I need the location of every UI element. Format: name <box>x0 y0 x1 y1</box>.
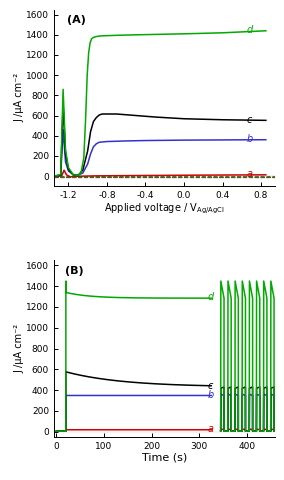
Text: (A): (A) <box>67 15 86 25</box>
Text: d: d <box>208 292 214 302</box>
Text: a: a <box>247 168 252 179</box>
X-axis label: Time (s): Time (s) <box>142 452 187 462</box>
Text: b: b <box>247 134 253 144</box>
Y-axis label: J /μA cm⁻²: J /μA cm⁻² <box>15 324 25 373</box>
Text: a: a <box>208 424 214 434</box>
Text: b: b <box>208 390 214 400</box>
Text: c: c <box>208 382 213 391</box>
Text: c: c <box>247 115 252 124</box>
Text: d: d <box>247 25 253 35</box>
Y-axis label: J /μA cm⁻²: J /μA cm⁻² <box>15 73 25 122</box>
Text: (B): (B) <box>65 265 84 276</box>
X-axis label: Applied voltage / V$_{\mathregular{Ag/AgCl}}$: Applied voltage / V$_{\mathregular{Ag/Ag… <box>104 202 225 216</box>
